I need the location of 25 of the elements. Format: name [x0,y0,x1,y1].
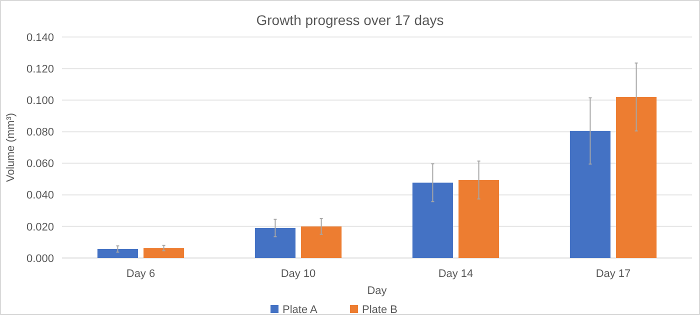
bar [570,130,610,258]
bar [144,248,184,258]
y-tick-label: 0.040 [26,190,54,202]
y-tick-label: 0.080 [26,126,54,139]
legend-label: Plate A [282,304,318,316]
bar [254,228,296,258]
x-tick-label: Day 10 [280,268,316,280]
x-axis-title: Day [367,284,388,297]
bar [97,249,138,258]
bar [412,182,453,258]
chart-title: Growth progress over 17 days [256,12,444,28]
bar [458,180,500,258]
x-tick-label: Day 17 [596,268,631,280]
bar [616,96,657,258]
legend-label: Plate B [362,304,398,316]
x-tick-label: Day 6 [126,268,156,280]
y-tick-label: 0.000 [26,252,54,265]
bar [301,226,342,258]
y-tick-label: 0.140 [26,32,54,44]
x-tick-label: Day 14 [438,268,474,280]
y-axis-title: Volume (mm³) [5,112,17,182]
y-tick-label: 0.060 [26,158,54,170]
y-tick-label: 0.100 [26,94,54,107]
y-tick-label: 0.020 [26,221,54,234]
y-tick-label: 0.120 [26,63,54,76]
